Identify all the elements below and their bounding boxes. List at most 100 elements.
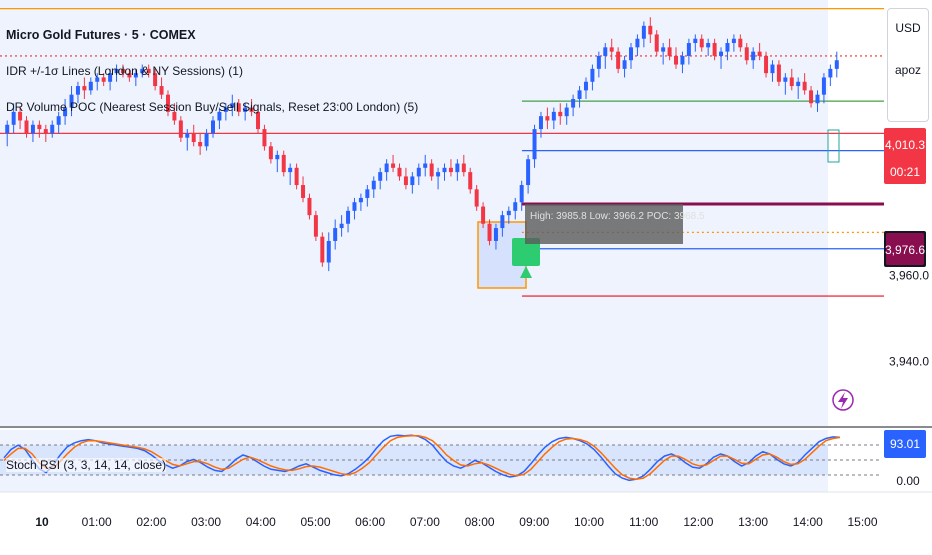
candle-body	[313, 215, 318, 237]
candle-body	[596, 55, 601, 69]
candle	[371, 176, 376, 198]
last-candle-highlight	[827, 129, 840, 163]
candle	[789, 68, 794, 91]
candle-body	[230, 103, 235, 108]
candle-body	[455, 163, 460, 173]
candle	[654, 30, 659, 56]
candle	[461, 154, 466, 177]
candle-body	[654, 34, 659, 52]
candle-body	[114, 68, 119, 74]
candle-body	[75, 86, 80, 95]
candle	[429, 159, 434, 181]
candle-body	[410, 176, 415, 186]
candle	[82, 77, 87, 99]
candle-body	[275, 154, 280, 160]
candle-body	[243, 107, 248, 112]
candle	[75, 81, 80, 104]
stoch-d-line	[3, 435, 841, 480]
candle-body	[680, 55, 685, 65]
time-tick-label: 09:00	[519, 515, 549, 529]
candle-body	[828, 68, 833, 78]
candle	[198, 133, 203, 155]
candle	[596, 51, 601, 78]
candle-body	[358, 197, 363, 203]
candle-body	[590, 68, 595, 82]
candle-body	[11, 111, 16, 125]
candle	[243, 103, 248, 121]
candle	[583, 77, 588, 99]
candle-body	[564, 107, 569, 117]
candle	[397, 163, 402, 181]
candle	[674, 47, 679, 69]
candle-body	[751, 51, 756, 61]
candle-body	[622, 60, 627, 69]
candle	[211, 116, 215, 138]
stoch-rsi-label[interactable]: Stoch RSI (3, 3, 14, 14, close)	[6, 458, 167, 472]
candle	[577, 86, 582, 108]
currency-label: USD	[895, 21, 921, 35]
candle	[384, 159, 389, 181]
candle	[352, 197, 357, 220]
price-axis[interactable]: 3,960.0 3,940.0	[889, 268, 929, 368]
candle-body	[558, 111, 563, 117]
time-axis[interactable]: 10 01:00 02:00 03:00 04:00 05:00 06:00 07:00 08:…	[35, 515, 878, 529]
candle	[69, 86, 74, 117]
candle	[281, 150, 286, 177]
candle	[249, 98, 254, 117]
candle	[751, 47, 756, 69]
candle-body	[365, 189, 370, 198]
time-tick-label: 05:00	[300, 515, 330, 529]
candle	[770, 60, 775, 82]
candle	[796, 77, 801, 99]
candle	[725, 38, 730, 61]
candle	[423, 154, 428, 177]
symbol-title[interactable]: Micro Gold Futures · 5 · COMEX	[6, 28, 196, 42]
candle-body	[738, 38, 743, 48]
indicator-idr-label[interactable]: IDR +/-1σ Lines (London & NY Sessions) (…	[6, 64, 243, 78]
stoch-k-line	[3, 434, 841, 482]
candle-body	[757, 51, 762, 56]
candle	[481, 202, 486, 229]
candle	[172, 103, 177, 125]
candle	[513, 197, 518, 220]
currency-sub-label: apoz	[894, 63, 922, 77]
currency-selector[interactable]: USD apoz	[887, 8, 929, 122]
candle-body	[24, 120, 29, 134]
candle	[108, 68, 113, 91]
candle-body	[133, 73, 138, 78]
time-tick-label: 14:00	[793, 515, 823, 529]
candle	[5, 120, 10, 147]
candle-body	[43, 129, 48, 134]
candle-body	[198, 142, 203, 147]
candle	[88, 77, 93, 95]
candle	[95, 73, 100, 91]
candle	[680, 51, 685, 74]
candle-body	[37, 124, 42, 130]
candle	[538, 111, 543, 138]
candle	[603, 43, 608, 69]
candle-body	[69, 94, 74, 108]
candle-body	[307, 197, 312, 216]
candle-body	[506, 210, 511, 216]
candle-body	[719, 51, 724, 56]
candle	[185, 129, 190, 151]
candle	[776, 60, 781, 87]
candle-body	[693, 38, 698, 44]
candle-body	[667, 47, 672, 56]
candle-body	[442, 167, 447, 173]
candle-body	[493, 228, 498, 241]
indicator-poc-label[interactable]: DR Volume POC (Nearest Session Buy/Sell …	[6, 100, 419, 114]
candle-body	[609, 47, 614, 52]
candle-body	[320, 236, 325, 263]
candle	[153, 68, 158, 91]
candle	[757, 43, 762, 61]
candle	[358, 193, 363, 211]
candle-body	[526, 159, 531, 186]
candle-body	[191, 133, 196, 142]
candle-body	[391, 163, 396, 168]
candle-body	[236, 103, 241, 112]
candle	[275, 150, 280, 173]
candle-body	[815, 94, 820, 104]
